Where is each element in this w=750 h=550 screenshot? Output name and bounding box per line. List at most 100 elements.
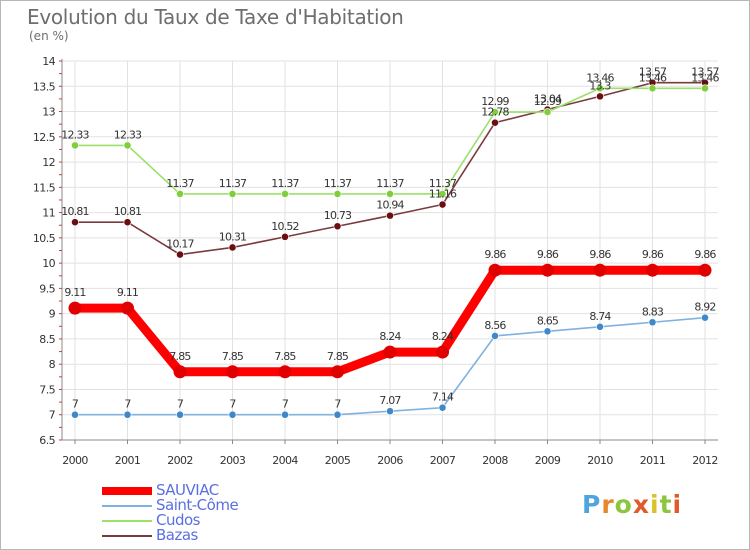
data-label: 12.78 xyxy=(481,106,509,119)
data-label: 7.85 xyxy=(274,350,296,363)
data-label: 7 xyxy=(334,398,341,411)
legend-label: Cudos xyxy=(156,511,201,529)
data-label: 7.07 xyxy=(379,394,401,407)
data-label: 9.86 xyxy=(642,248,664,261)
logo-letter: i xyxy=(672,490,683,519)
data-point xyxy=(333,410,342,419)
data-label: 7 xyxy=(124,398,131,411)
data-point xyxy=(646,263,659,277)
data-point xyxy=(543,327,552,336)
logo-letter: t xyxy=(659,490,673,519)
legend-item: SAUVIAC xyxy=(102,483,238,498)
data-point xyxy=(71,410,79,419)
legend-swatch xyxy=(102,519,152,522)
legend-swatch xyxy=(102,534,152,537)
data-label: 11.37 xyxy=(376,177,404,190)
y-tick-label: 11.5 xyxy=(33,181,56,194)
y-tick-label: 12.5 xyxy=(33,131,56,144)
chart-unit: (en %) xyxy=(29,29,69,43)
data-label: 9.11 xyxy=(117,286,138,299)
data-label: 12.33 xyxy=(61,128,89,141)
data-label: 11.37 xyxy=(219,177,247,190)
data-point xyxy=(543,108,552,116)
logo-letter: i xyxy=(650,490,660,519)
legend-swatch xyxy=(102,486,152,495)
data-point xyxy=(541,263,554,277)
data-point xyxy=(278,365,292,379)
data-point xyxy=(701,313,709,322)
grid xyxy=(62,60,718,441)
data-label: 10.52 xyxy=(271,220,299,233)
x-tick-label: 2003 xyxy=(220,454,246,467)
data-label: 9.86 xyxy=(484,248,506,261)
data-label: 13.46 xyxy=(639,71,667,84)
data-point xyxy=(491,332,499,340)
data-point xyxy=(438,403,447,412)
data-point xyxy=(68,301,82,315)
data-point xyxy=(648,84,657,93)
y-tick-label: 13.5 xyxy=(33,80,56,93)
logo-letter: r xyxy=(601,490,615,519)
legend-label: SAUVIAC xyxy=(156,481,219,499)
data-label: 7.85 xyxy=(327,350,349,363)
data-label: 7 xyxy=(72,398,79,411)
legend-label: Saint-Côme xyxy=(156,496,239,514)
data-label: 10.94 xyxy=(376,199,404,212)
data-point xyxy=(596,92,604,101)
data-point xyxy=(281,410,289,419)
data-label: 9.86 xyxy=(694,248,716,261)
data-point xyxy=(121,301,134,315)
y-tick-label: 11 xyxy=(42,207,55,220)
data-label: 10.81 xyxy=(61,205,89,218)
chart-title: Evolution du Taux de Taxe d'Habitation xyxy=(27,5,404,29)
y-tick-label: 14 xyxy=(42,55,55,68)
y-tick-label: 10.5 xyxy=(33,232,56,245)
data-point xyxy=(333,222,342,231)
legend-label: Bazas xyxy=(156,526,198,544)
x-tick-label: 2010 xyxy=(587,454,613,467)
data-point xyxy=(386,211,394,220)
data-point xyxy=(173,365,187,379)
data-point xyxy=(176,410,184,419)
data-label: 13.04 xyxy=(534,93,562,106)
logo-letter: x xyxy=(632,490,650,519)
logo-letter: o xyxy=(614,490,633,519)
data-label: 7.14 xyxy=(432,391,454,404)
data-label: 8.92 xyxy=(694,301,715,314)
data-point xyxy=(596,322,604,331)
data-point xyxy=(123,410,132,419)
data-point xyxy=(698,263,712,277)
data-label: 7 xyxy=(229,398,236,411)
data-point xyxy=(123,218,132,227)
data-point xyxy=(596,84,604,93)
data-label: 11.37 xyxy=(429,177,457,190)
legend: SAUVIAC Saint-Côme Cudos Bazas xyxy=(102,483,239,543)
data-label: 13.57 xyxy=(639,66,667,79)
y-tick-label: 9 xyxy=(49,308,56,321)
x-tick-label: 2007 xyxy=(430,454,456,467)
data-label: 11.37 xyxy=(271,177,299,190)
data-point xyxy=(383,345,397,359)
series-bazas xyxy=(71,78,709,259)
y-tick-label: 13 xyxy=(42,106,55,119)
data-label: 8.24 xyxy=(379,330,401,343)
data-label: 9.11 xyxy=(64,286,85,299)
data-point xyxy=(71,218,79,227)
data-label: 10.17 xyxy=(166,238,194,251)
y-tick-label: 9.5 xyxy=(39,282,55,295)
data-label: 8.74 xyxy=(589,310,611,323)
series-sauviac xyxy=(68,263,712,379)
data-label: 7 xyxy=(177,398,184,411)
data-label: 13.46 xyxy=(691,71,719,84)
y-tick-label: 7.5 xyxy=(39,383,55,396)
data-point xyxy=(226,365,239,379)
legend-item: Bazas xyxy=(102,528,238,543)
y-tick-label: 8 xyxy=(49,358,56,371)
data-point xyxy=(438,200,447,209)
data-label: 9.86 xyxy=(537,248,559,261)
x-tick-label: 2001 xyxy=(115,454,141,467)
series-saint-c-me xyxy=(71,313,709,419)
data-label: 8.65 xyxy=(537,314,559,327)
data-label: 8.56 xyxy=(484,319,506,332)
